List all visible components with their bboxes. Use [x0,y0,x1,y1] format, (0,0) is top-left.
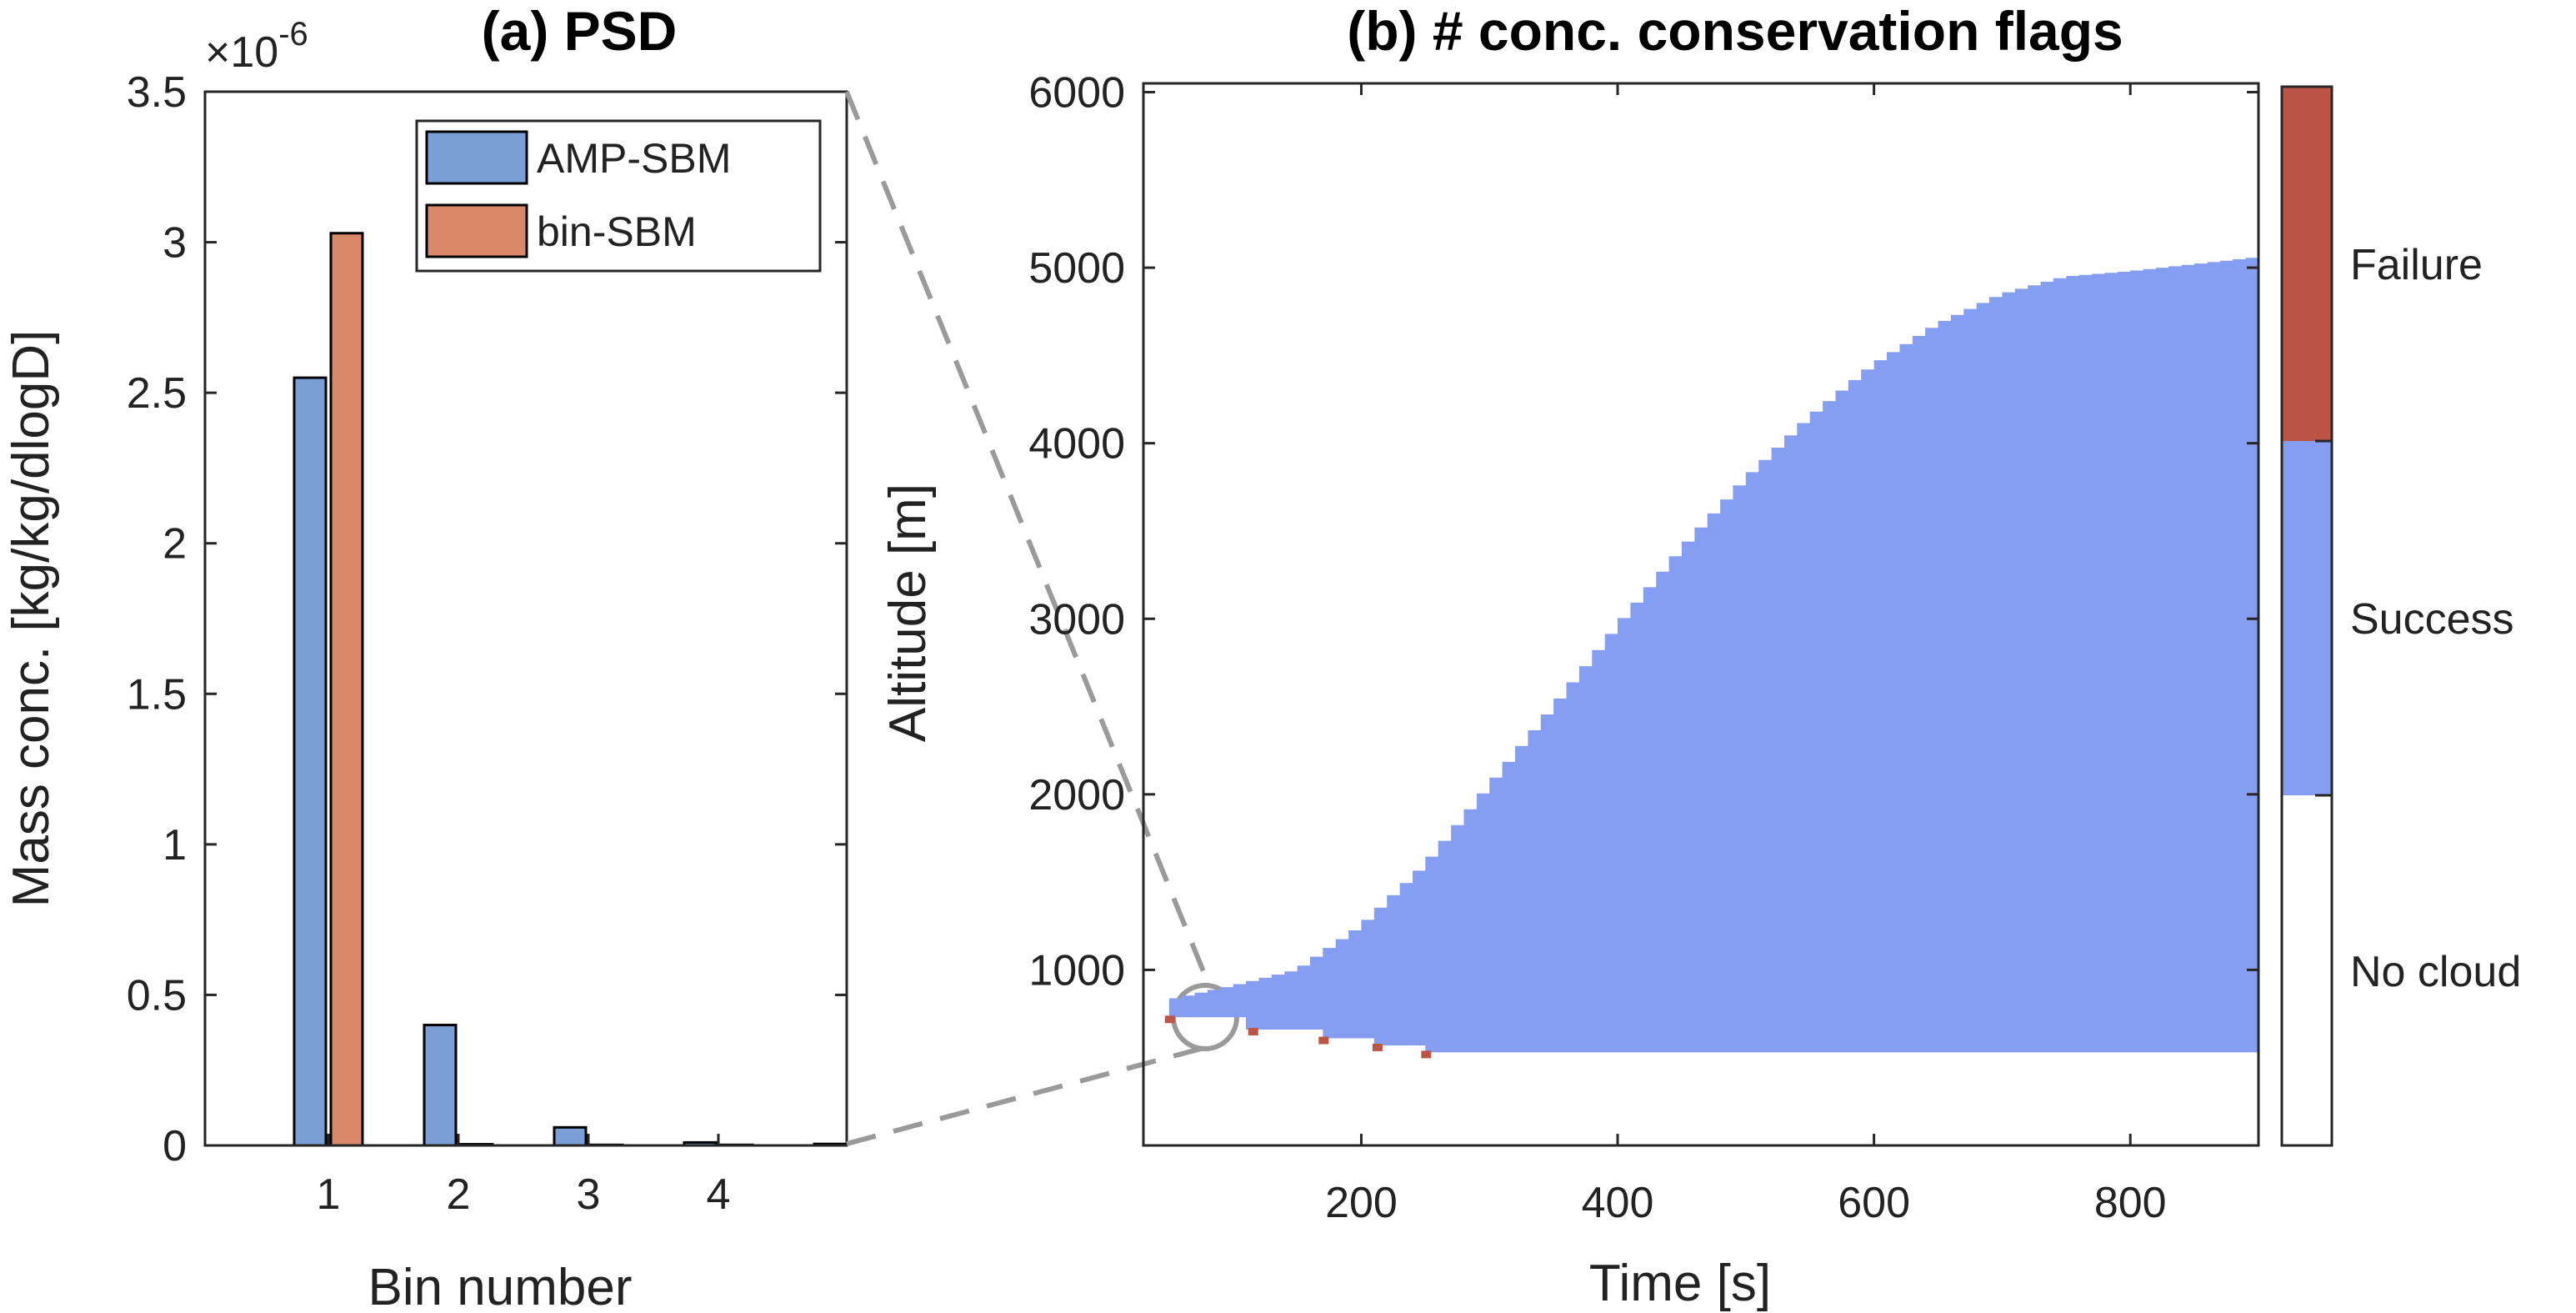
failure-markers [1164,1015,1432,1059]
failure-marker [1164,1015,1175,1024]
panel-b-x-ticks: 200 400 600 800 [1325,83,2167,1227]
bar-amp-sbm-bin-3 [553,1125,588,1147]
failure-marker [1248,1028,1258,1036]
y-tick-label: 6000 [1028,69,1125,118]
psd-bars [293,232,848,1147]
panel-a-title: (a) PSD [482,0,678,62]
x-tick-label: 200 [1325,1179,1398,1227]
y-tick-label: 3 [163,219,187,268]
colorbar-label-failure: Failure [2350,241,2483,289]
failure-marker [1372,1043,1383,1051]
panel-a-y-ticks: 0 0.5 1 1.5 2 2.5 3 3.5 [127,68,847,1170]
bar-amp-sbm-bin-2 [423,1024,458,1147]
y-tick-label: 0.5 [127,971,187,1020]
y-tick-label: 4000 [1028,420,1125,469]
zoom-line-bottom [846,1044,1211,1146]
panel-b-axes-box [1142,82,2260,1147]
y-tick-label: 3000 [1028,595,1125,644]
colorbar-frame [2280,85,2333,1147]
y-tick-label: 1.5 [127,670,187,719]
x-tick-label: 400 [1582,1179,1654,1227]
panel-a-ylabel: Mass conc. [kg/kg/dlogD] [3,330,60,908]
panel-b-xlabel: Time [s] [1589,1255,1771,1312]
x-tick-label: 800 [2094,1179,2167,1227]
panel-b-y-ticks: 1000 2000 3000 4000 5000 6000 [1028,69,2258,995]
colorbar-label-no-cloud: No cloud [2350,948,2521,996]
bar-bin-sbm-bin-1 [329,232,364,1147]
colorbar-no-cloud [2282,795,2332,1145]
legend-swatch-bin-sbm [425,203,528,258]
panel-b-title: (b) # conc. conservation flags [1347,0,2123,62]
legend-label-bin-sbm: bin-SBM [537,208,697,255]
failure-marker [1421,1050,1432,1059]
x-tick-label: 600 [1838,1179,1910,1227]
bar-amp-sbm-bin-1 [293,376,328,1147]
legend-swatch-amp-sbm [425,130,528,185]
failure-marker [1318,1036,1329,1045]
cloud-success-region [1168,258,2258,1053]
x-tick-label: 4 [707,1170,731,1219]
x-tick-label: 2 [447,1170,471,1219]
panel-b: 1000 2000 3000 4000 5000 6000 200 400 600 800 (b… [879,0,2260,1312]
legend: AMP-SBM bin-SBM [415,119,822,273]
x-tick-label: 3 [577,1170,601,1219]
panel-a: 0 0.5 1 1.5 2 2.5 3 3.5 1 2 3 4 ×10-6 (a) PSD Bin … [3,0,848,1313]
panel-b-ylabel: Altitude [m] [879,484,937,742]
y-tick-label: 1 [163,821,187,869]
y-tick-label: 1000 [1028,946,1125,995]
colorbar-label-success: Success [2350,595,2514,644]
panel-a-axes-box [203,90,848,1147]
panel-a-x-ticks: 1 2 3 4 [317,1134,731,1219]
y-tick-label: 2.5 [127,369,187,418]
colorbar-success [2282,441,2332,795]
panel-a-xlabel: Bin number [368,1259,632,1313]
zoom-line-top [844,90,1213,990]
y-tick-label: 2 [163,520,187,569]
legend-label-amp-sbm: AMP-SBM [537,135,731,182]
y-tick-label: 3.5 [127,68,187,117]
y-tick-label: 5000 [1028,244,1125,293]
colorbar-failure [2282,87,2332,441]
y-multiplier: ×10-6 [205,16,308,77]
y-tick-label: 2000 [1028,771,1125,819]
colorbar: Failure Success No cloud [2280,85,2521,1147]
y-tick-label: 0 [163,1122,187,1170]
x-tick-label: 1 [317,1170,341,1219]
